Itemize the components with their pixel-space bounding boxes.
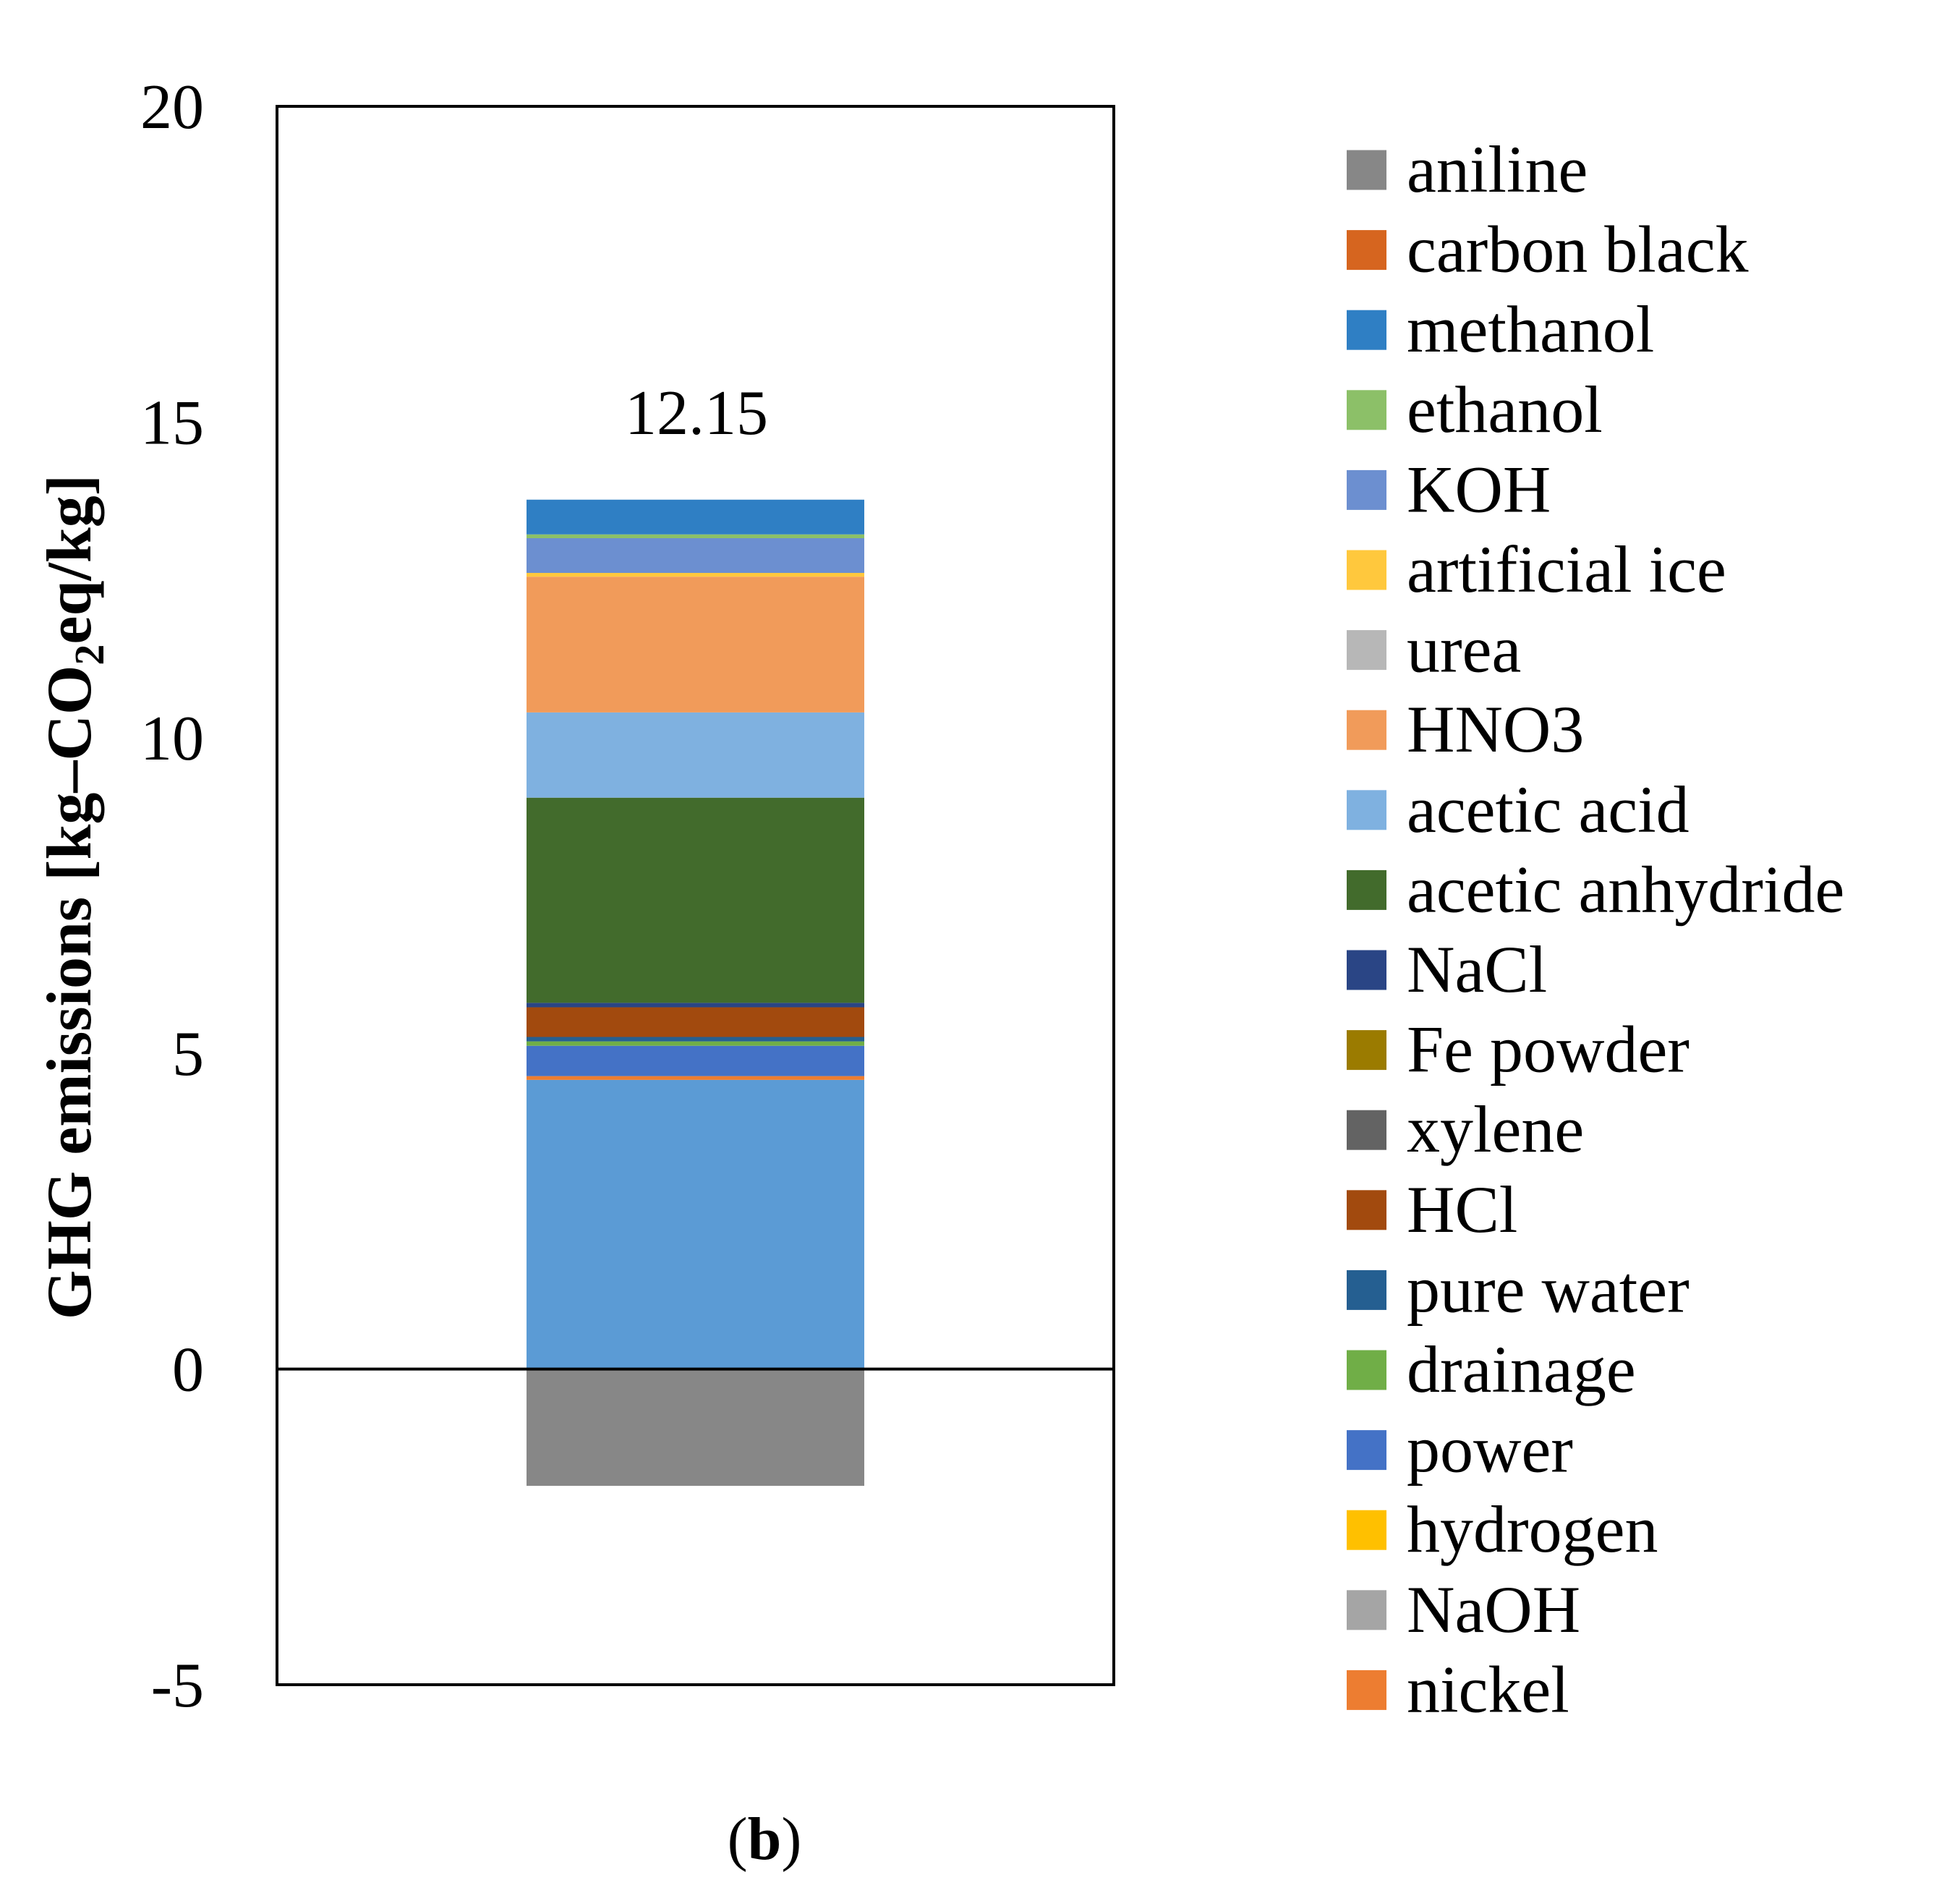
bar-segment-acetic-anhydride: [527, 797, 864, 1003]
legend-swatch-hydrogen: [1347, 1510, 1386, 1550]
legend-label-hno3: HNO3: [1407, 692, 1584, 766]
y-axis-ticks: -5 0 5 10 15 20: [140, 72, 204, 1721]
legend-swatch-carbon-black: [1347, 230, 1386, 271]
legend-swatch-nacl: [1347, 950, 1386, 990]
legend-swatch-acetic-anhydride: [1347, 869, 1386, 910]
legend-swatch-hno3: [1347, 710, 1386, 750]
caption-open: (: [728, 1806, 748, 1873]
bar-segment-nacl: [527, 1003, 864, 1008]
legend-label-power: power: [1407, 1413, 1573, 1487]
legend-label-ethanol: ethanol: [1407, 373, 1603, 446]
bar-segment-pure-water: [527, 1037, 864, 1042]
legend-label-koh: KOH: [1407, 452, 1551, 526]
legend-label-acetic-anhydride: acetic anhydride: [1407, 852, 1844, 926]
bar-segment-drainage: [527, 1041, 864, 1046]
y-axis-label-end: eq/kg]: [35, 475, 105, 645]
y-tick-label: 20: [140, 72, 204, 143]
legend-label-nickel: nickel: [1407, 1652, 1569, 1726]
legend-label-pure-water: pure water: [1407, 1252, 1690, 1326]
legend-label-acetic-acid: acetic acid: [1407, 773, 1690, 846]
y-axis-label-subscript: 2: [66, 645, 113, 665]
y-axis-label: GHG emissions [kg–CO2eq/kg]: [35, 475, 113, 1319]
legend-swatch-aniline: [1347, 150, 1386, 190]
y-tick-label: 5: [172, 1019, 204, 1089]
bar-segment-ethanol: [527, 534, 864, 538]
legend-label-methanol: methanol: [1407, 292, 1654, 366]
bar-segment-hcl: [527, 1007, 864, 1037]
legend-swatch-koh: [1347, 469, 1386, 510]
y-tick-label: 10: [140, 704, 204, 774]
legend-swatch-methanol: [1347, 310, 1386, 350]
bar-segment-hno3: [527, 577, 864, 713]
legend-label-nacl: NaCl: [1407, 932, 1547, 1006]
legend-swatch-artificial-ice: [1347, 550, 1386, 590]
y-tick-label: 0: [172, 1335, 204, 1405]
bar-segment-acetic-acid: [527, 712, 864, 798]
legend-label-urea: urea: [1407, 613, 1521, 686]
legend-label-aniline: aniline: [1407, 132, 1588, 206]
y-tick-label: 15: [140, 388, 204, 458]
bar-segment-unlabeled: [527, 1079, 864, 1369]
legend-label-drainage: drainage: [1407, 1332, 1636, 1406]
legend-swatch-xylene: [1347, 1110, 1386, 1150]
caption-close: ): [781, 1806, 801, 1873]
legend-label-xylene: xylene: [1407, 1092, 1584, 1166]
bar-segment-nickel: [527, 1076, 864, 1080]
legend-swatch-urea: [1347, 630, 1386, 671]
bar-segment-artificial-ice: [527, 572, 864, 577]
legend-label-artificial-ice: artificial ice: [1407, 532, 1726, 606]
y-axis-label-main: GHG emissions [kg–CO: [35, 665, 105, 1320]
legend-swatch-acetic-acid: [1347, 790, 1386, 830]
legend-label-hydrogen: hydrogen: [1407, 1492, 1658, 1566]
plot-frame: [276, 105, 1115, 1686]
legend-swatch-naoh: [1347, 1590, 1386, 1630]
bar-segment-aniline: [527, 1369, 864, 1487]
legend-label-hcl: HCl: [1407, 1173, 1517, 1246]
total-label: 12.15: [625, 378, 768, 448]
bar-segment-power: [527, 1045, 864, 1076]
bar-segment-koh: [527, 537, 864, 573]
figure-caption: (b): [728, 1806, 802, 1873]
legend-label-naoh: NaOH: [1407, 1573, 1580, 1646]
bar-stack: [527, 499, 864, 1487]
legend-label-carbon-black: carbon black: [1407, 213, 1749, 286]
legend-swatch-ethanol: [1347, 390, 1386, 430]
legend-swatch-fe-powder: [1347, 1030, 1386, 1071]
y-tick-label: -5: [151, 1651, 204, 1721]
bar-segment-methanol: [527, 499, 864, 535]
caption-letter: b: [748, 1806, 782, 1873]
legend-swatch-pure-water: [1347, 1270, 1386, 1310]
legend-swatch-power: [1347, 1430, 1386, 1471]
legend-swatch-hcl: [1347, 1190, 1386, 1230]
legend-label-fe-powder: Fe powder: [1407, 1013, 1690, 1086]
legend-swatch-drainage: [1347, 1350, 1386, 1390]
legend-swatch-nickel: [1347, 1670, 1386, 1710]
